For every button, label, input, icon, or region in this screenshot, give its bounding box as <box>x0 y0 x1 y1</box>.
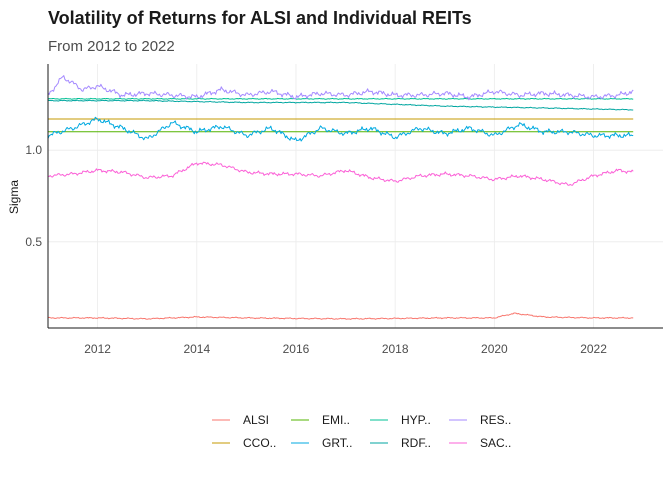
series-line-res <box>47 75 634 101</box>
legend-label: EMI.. <box>322 413 350 427</box>
legend-label: RES.. <box>480 413 511 427</box>
grid <box>48 64 663 328</box>
x-tick-label: 2022 <box>580 342 607 356</box>
legend-label: HYP.. <box>401 413 431 427</box>
legend-label: GRT.. <box>322 436 352 450</box>
legend-label: SAC.. <box>480 436 511 450</box>
x-tick-label: 2012 <box>84 342 111 356</box>
legend-label: RDF.. <box>401 436 431 450</box>
legend-label: ALSI <box>243 413 269 427</box>
x-tick-label: 2018 <box>382 342 409 356</box>
x-tick-label: 2014 <box>183 342 210 356</box>
legend-label: CCO.. <box>243 436 276 450</box>
y-tick-label: 0.5 <box>25 235 42 249</box>
chart-subtitle: From 2012 to 2022 <box>48 38 175 55</box>
series-line-alsi <box>47 312 634 320</box>
series-line-sac <box>47 161 634 186</box>
x-tick-label: 2020 <box>481 342 508 356</box>
x-tick-label: 2016 <box>283 342 310 356</box>
axes <box>47 64 663 329</box>
y-axis-title: Sigma <box>7 180 21 214</box>
series-line-grt <box>47 116 634 142</box>
legend: ALSI CCO.. EMI.. GRT.. HYP.. RDF.. RES.. SAC.. <box>212 413 511 450</box>
tick-labels: 2012 2014 2016 2018 2020 2022 0.5 1.0 <box>25 143 607 356</box>
y-tick-label: 1.0 <box>25 143 42 157</box>
chart-title: Volatility of Returns for ALSI and Indiv… <box>48 8 472 28</box>
series-line-rdf <box>47 99 634 111</box>
series-lines <box>47 75 634 320</box>
series-line-hyp <box>47 97 634 100</box>
